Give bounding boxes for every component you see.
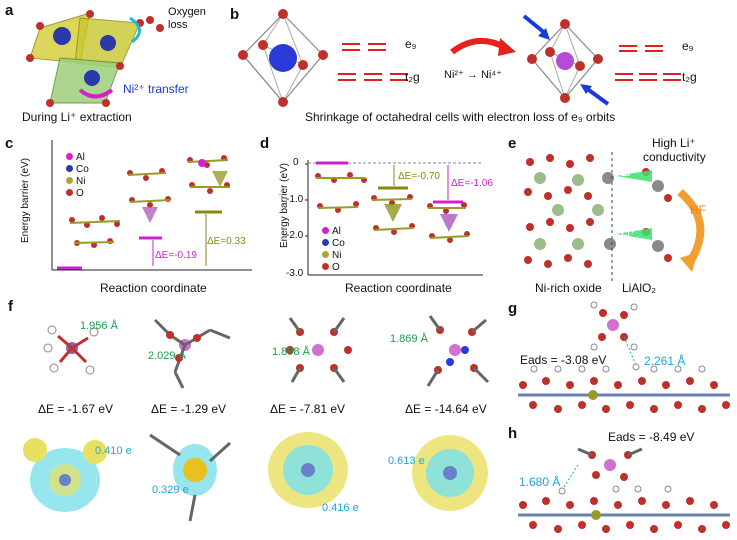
legend-ni: Ni bbox=[322, 250, 345, 262]
panel-d-axes bbox=[305, 160, 483, 276]
panel-f-label: f bbox=[8, 298, 13, 315]
panel-d-label: d bbox=[260, 135, 270, 152]
t2g-label-right: t₂g bbox=[682, 70, 697, 84]
panel-c-axes bbox=[51, 140, 252, 271]
molecule-2 bbox=[153, 318, 231, 389]
panel-g-structure bbox=[518, 301, 730, 413]
energy-4: ΔE = -14.64 eV bbox=[405, 402, 487, 416]
bond-length-1: 1.956 Å bbox=[80, 320, 118, 332]
octahedron-ni4 bbox=[522, 14, 610, 106]
eg-label-left: e₉ bbox=[405, 37, 417, 51]
panel-d-delta-1: ΔE=-0.70 bbox=[398, 171, 440, 182]
panel-a-octahedra bbox=[26, 10, 144, 107]
charge-4: 0.613 e bbox=[388, 455, 425, 467]
charge-2: 0.329 e bbox=[152, 484, 189, 496]
ni-rich-oxide-label: Ni-rich oxide bbox=[535, 281, 602, 295]
conductivity-label: conductivity bbox=[643, 150, 706, 164]
panel-d-ytick-2: -2.0 bbox=[286, 230, 304, 241]
li-ion-bottom: Li⁺ bbox=[621, 228, 636, 239]
lialo2-label: LiAlO₂ bbox=[622, 281, 657, 295]
bond-length-3: 1.898 Å bbox=[272, 346, 310, 358]
legend-o: O bbox=[322, 262, 345, 274]
oxygen-loss-label: Oxygen loss bbox=[168, 6, 206, 31]
panel-d-ytick-1: -1.0 bbox=[286, 194, 304, 205]
legend-al: Al bbox=[322, 226, 345, 238]
panel-c-legend: Al Co Ni O bbox=[66, 152, 89, 200]
hf-label: HF bbox=[690, 203, 706, 217]
bond-length-4: 1.869 Å bbox=[390, 333, 428, 345]
panel-d-legend: Al Co Ni O bbox=[322, 226, 345, 274]
energy-2: ΔE = -1.29 eV bbox=[151, 402, 227, 416]
panel-h-structure bbox=[518, 447, 730, 533]
charge-density-1 bbox=[23, 438, 107, 512]
legend-ni: Ni bbox=[66, 176, 89, 188]
panel-b-label: b bbox=[230, 6, 240, 23]
charge-1: 0.410 e bbox=[95, 445, 132, 457]
energy-1: ΔE = -1.67 eV bbox=[38, 402, 114, 416]
panel-h-label: h bbox=[508, 425, 518, 442]
panel-h-bond: 1.680 Å bbox=[519, 475, 561, 489]
panel-e-structure bbox=[524, 152, 705, 282]
molecule-3 bbox=[286, 317, 352, 383]
panel-g-eads: Eads = -3.08 eV bbox=[520, 353, 607, 367]
panel-g-bond: 2.261 Å bbox=[644, 354, 686, 368]
orbital-levels-right bbox=[615, 45, 681, 81]
panel-h-eads: Eads = -8.49 eV bbox=[608, 430, 695, 444]
eg-label-right: e₉ bbox=[682, 39, 694, 53]
oxygen-loss-atoms bbox=[146, 16, 164, 32]
reaction-arrow bbox=[450, 38, 516, 56]
high-li-label: High Li⁺ bbox=[652, 136, 696, 150]
charge-density-3 bbox=[268, 432, 348, 508]
panel-a-caption: During Li⁺ extraction bbox=[22, 110, 132, 124]
panel-c-delta-2: ΔE=0.33 bbox=[207, 236, 246, 247]
panel-d-structures bbox=[315, 172, 470, 243]
ni-oxidation-label: Ni²⁺ → Ni⁴⁺ bbox=[444, 69, 502, 81]
panel-c-structures bbox=[69, 155, 230, 248]
legend-al: Al bbox=[66, 152, 89, 164]
panel-b-caption: Shrinkage of octahedral cells with elect… bbox=[305, 110, 616, 124]
panel-d-ytick-0: 0 bbox=[293, 157, 299, 168]
panel-c-xlabel: Reaction coordinate bbox=[100, 281, 207, 295]
panel-a-label: a bbox=[5, 2, 14, 19]
molecule-4 bbox=[426, 315, 490, 387]
li-ion-top: Li⁺ bbox=[621, 168, 636, 179]
charge-density-4 bbox=[412, 435, 488, 511]
panel-e-label: e bbox=[508, 135, 517, 152]
panel-d-delta-2: ΔE=-1.06 bbox=[451, 178, 493, 189]
legend-co: Co bbox=[66, 164, 89, 176]
charge-3: 0.416 e bbox=[322, 502, 359, 514]
octahedron-ni2 bbox=[238, 9, 328, 107]
t2g-label-left: t₂g bbox=[405, 70, 420, 84]
bond-length-2: 2.029 Å bbox=[148, 350, 186, 362]
panel-g-label: g bbox=[508, 300, 518, 317]
orbital-levels-left bbox=[338, 43, 408, 81]
legend-co: Co bbox=[322, 238, 345, 250]
panel-c-ylabel: Energy barrier (eV) bbox=[20, 157, 32, 244]
legend-o: O bbox=[66, 188, 89, 200]
ni-transfer-label: Ni²⁺ transfer bbox=[123, 82, 189, 96]
charge-density-2 bbox=[149, 433, 232, 522]
panel-c-label: c bbox=[5, 135, 14, 152]
panel-d-ytick-3: -3.0 bbox=[286, 268, 304, 279]
panel-c-delta-1: ΔE=-0.19 bbox=[155, 250, 197, 261]
panel-d-xlabel: Reaction coordinate bbox=[345, 281, 452, 295]
molecule-1 bbox=[43, 325, 99, 375]
energy-3: ΔE = -7.81 eV bbox=[270, 402, 346, 416]
